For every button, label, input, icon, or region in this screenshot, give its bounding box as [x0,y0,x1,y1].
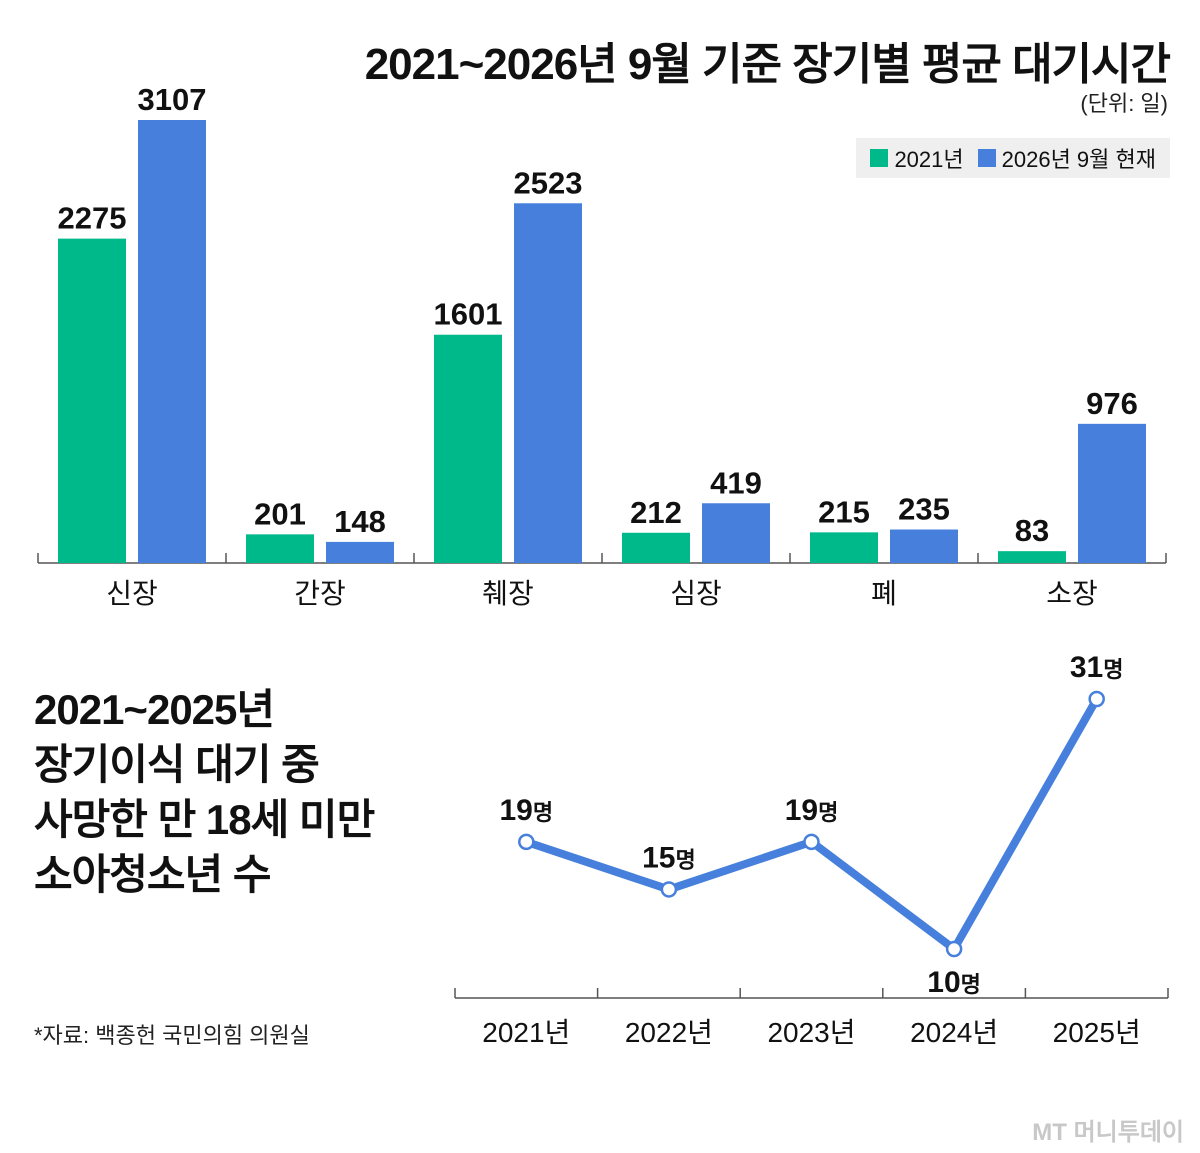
legend-item-2026: 2026년 9월 현재 [977,142,1156,174]
line-point [1088,690,1105,708]
line-point [660,881,678,898]
brand-logo: MT 머니투데이 [1032,1119,1184,1146]
bar-2021 [58,238,126,563]
line-point [518,833,535,851]
line-chart-title-line: 사망한 만 18세 미만 [34,796,375,843]
bar-value-label: 212 [630,495,682,530]
bar-value-label: 976 [1086,386,1138,421]
bar-2026 [702,503,770,563]
line-chart-title-line: 2021~2025년 [34,686,275,733]
bar-value-label: 83 [1015,513,1049,548]
line-x-label: 2022년 [625,1017,713,1048]
line-x-label: 2025년 [1053,1017,1141,1048]
line-point [945,940,963,958]
bar-value-label: 201 [254,496,306,531]
legend: 2021년 2026년 9월 현재 [856,138,1170,178]
legend-item-2021: 2021년 [870,142,964,174]
category-label: 심장 [670,578,722,609]
line-chart-title-line: 장기이식 대기 중 [34,741,320,788]
chart-title: 2021~2026년 9월 기준 장기별 평균 대기시간 [364,40,1171,89]
line-value-unit: 명 [818,800,838,825]
legend-label-2021: 2021년 [894,147,964,172]
legend-label-2026: 2026년 9월 현재 [1001,147,1156,172]
bar-2026 [514,203,582,563]
line-chart-title: 2021~2025년 장기이식 대기 중 사망한 만 18세 미만 소아청소년 … [34,682,375,902]
bar-value-label: 3107 [138,82,207,117]
line-value-label: 10명 [927,966,981,999]
category-label: 신장 [106,578,158,609]
bar-value-label: 235 [898,491,950,526]
line-value-label: 19명 [499,794,553,827]
line-point [803,833,820,851]
line-value-label: 31명 [1070,651,1124,684]
bar-value-label: 215 [818,494,870,529]
bar-value-label: 2275 [58,201,127,236]
line-value-unit: 명 [533,800,553,825]
source-note: *자료: 백종헌 국민의힘 의원실 [34,1023,310,1048]
bar-2021 [810,532,878,563]
line-value-unit: 명 [1103,657,1123,682]
category-label: 간장 [294,578,346,609]
bar-2026 [326,541,394,563]
bar-2021 [246,534,314,563]
legend-swatch-blue [977,149,996,167]
line-value-label: 15명 [642,841,696,874]
bar-2026 [138,120,206,563]
bar-value-label: 419 [710,465,762,500]
category-label: 췌장 [482,578,534,609]
bar-2021 [998,551,1066,563]
bar-2021 [622,532,690,563]
line-chart-title-line: 소아청소년 수 [34,851,272,898]
legend-swatch-green [870,149,889,167]
line-value-unit: 명 [961,972,981,997]
unit-label: (단위: 일) [1080,91,1168,116]
line-x-label: 2024년 [910,1017,998,1048]
bar-value-label: 1601 [434,297,503,332]
bar-2026 [890,529,958,563]
line-value-label: 19명 [785,794,839,827]
category-label: 폐 [871,578,897,609]
bar-value-label: 148 [334,504,386,539]
line-x-label: 2021년 [482,1017,570,1048]
bar-2021 [434,334,502,563]
bar-2026 [1078,423,1146,563]
bar-value-label: 2523 [514,165,583,200]
line-x-label: 2023년 [767,1017,855,1048]
category-label: 소장 [1046,578,1098,609]
line-value-unit: 명 [675,847,695,872]
